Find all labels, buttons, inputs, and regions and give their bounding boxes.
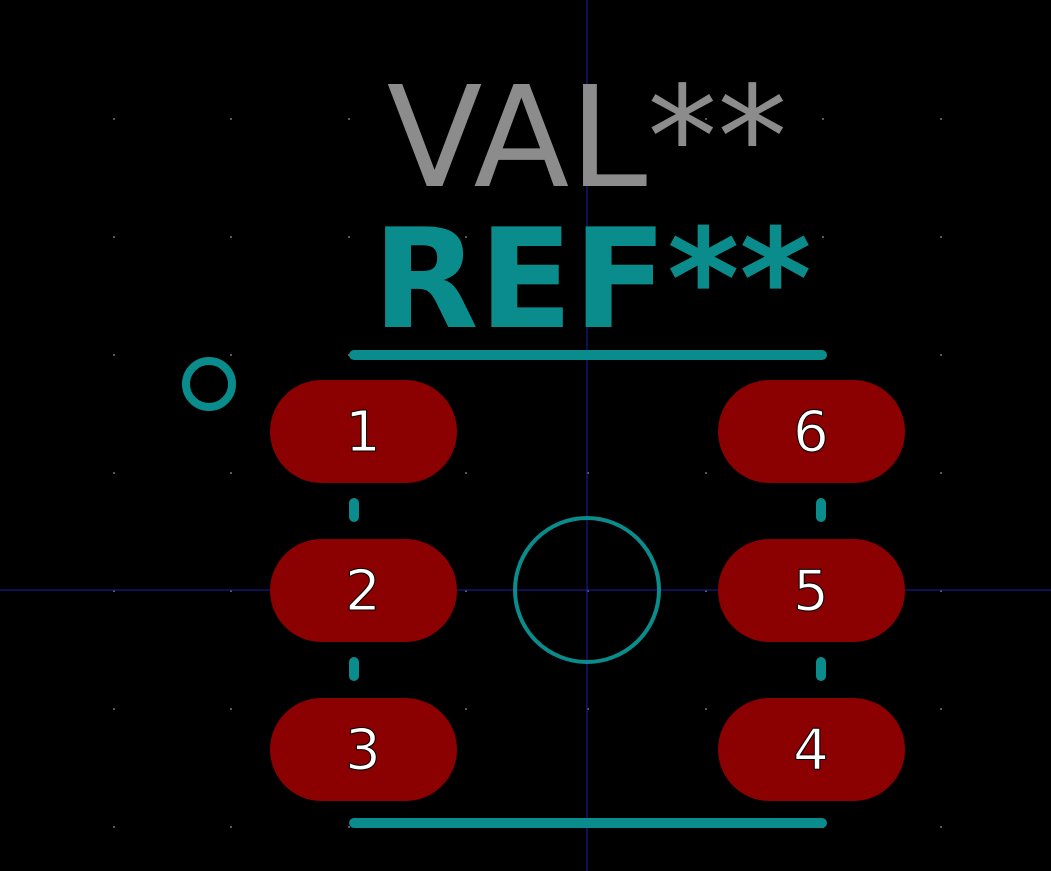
- grid-dot: [587, 472, 589, 474]
- grid-dot: [705, 708, 707, 710]
- pad-3[interactable]: 3: [270, 698, 457, 801]
- grid-dot: [113, 354, 115, 356]
- grid-dot: [230, 118, 232, 120]
- grid-dot: [113, 472, 115, 474]
- pad-1[interactable]: 1: [270, 380, 457, 483]
- grid-dot: [587, 708, 589, 710]
- grid-dot: [705, 118, 707, 120]
- grid-dot: [348, 118, 350, 120]
- pad-4-number: 4: [793, 718, 829, 783]
- grid-dot: [348, 826, 350, 828]
- pad-4-shape[interactable]: [718, 698, 905, 801]
- pad-5-number: 5: [793, 559, 829, 624]
- pad-2-number: 2: [345, 559, 381, 624]
- grid-dot: [230, 354, 232, 356]
- grid-dot: [465, 590, 467, 592]
- pad-6-number: 6: [793, 400, 829, 465]
- grid-dot: [230, 472, 232, 474]
- pad-4[interactable]: 4: [718, 698, 905, 801]
- grid-dot: [348, 236, 350, 238]
- pad-6-shape[interactable]: [718, 380, 905, 483]
- grid-dot: [940, 354, 942, 356]
- value-text[interactable]: VAL**: [387, 57, 788, 220]
- pad-1-number: 1: [345, 400, 381, 465]
- grid-dot: [940, 826, 942, 828]
- reference-text[interactable]: REF**: [372, 199, 811, 360]
- grid-dot: [465, 236, 467, 238]
- grid-dot: [465, 472, 467, 474]
- grid-dot: [940, 708, 942, 710]
- grid-dot: [230, 826, 232, 828]
- pad-3-number: 3: [345, 718, 381, 783]
- center-circle: [513, 516, 661, 664]
- grid-dot: [940, 472, 942, 474]
- grid-dot: [230, 236, 232, 238]
- pad-1-shape[interactable]: [270, 380, 457, 483]
- grid-dot: [822, 118, 824, 120]
- grid-dot: [587, 236, 589, 238]
- grid-dot: [113, 236, 115, 238]
- grid-dot: [230, 590, 232, 592]
- grid-dot: [587, 590, 589, 592]
- pin1-marker-circle: [182, 357, 236, 411]
- grid-dot: [113, 826, 115, 828]
- grid-dot: [940, 236, 942, 238]
- pad-2-shape[interactable]: [270, 539, 457, 642]
- grid-dot: [465, 708, 467, 710]
- grid-dot: [940, 590, 942, 592]
- pad-2[interactable]: 2: [270, 539, 457, 642]
- grid-dot: [113, 590, 115, 592]
- pad-5[interactable]: 5: [718, 539, 905, 642]
- grid-dot: [940, 118, 942, 120]
- grid-dots: [113, 118, 942, 828]
- pad-6[interactable]: 6: [718, 380, 905, 483]
- grid-dot: [705, 472, 707, 474]
- grid-dot: [587, 118, 589, 120]
- grid-dot: [465, 118, 467, 120]
- grid-dot: [705, 236, 707, 238]
- grid-dot: [822, 236, 824, 238]
- grid-dot: [230, 708, 232, 710]
- pad-5-shape[interactable]: [718, 539, 905, 642]
- grid-dot: [113, 118, 115, 120]
- pad-3-shape[interactable]: [270, 698, 457, 801]
- grid-dot: [113, 708, 115, 710]
- grid-dot: [705, 590, 707, 592]
